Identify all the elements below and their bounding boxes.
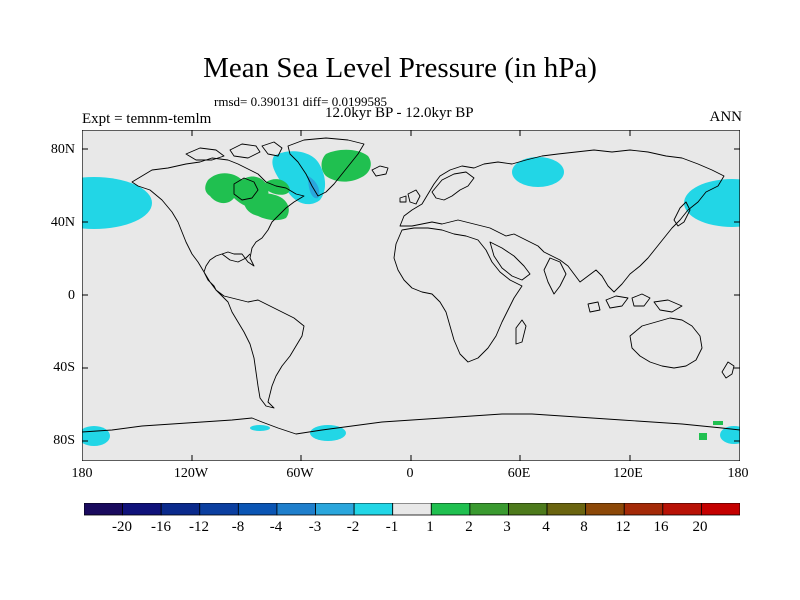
colorbar-swatch [237, 503, 278, 516]
colorbar-label: -16 [151, 519, 171, 535]
barents-low [512, 157, 564, 187]
coastline-south-america [215, 289, 305, 409]
antarctic-low-east [720, 426, 740, 444]
map-title: Mean Sea Level Pressure (in hPa) [203, 52, 597, 84]
coastline-new-zealand [721, 361, 735, 379]
colorbar-label: 8 [580, 519, 588, 535]
coastline-hudson-bay [233, 177, 259, 201]
season-label: ANN [709, 109, 743, 125]
lon-label-120e: 120E [613, 466, 643, 481]
ross-sea-high [699, 433, 707, 440]
coastline-madagascar [515, 319, 527, 345]
period-label: 12.0kyr BP - 12.0kyr BP [325, 105, 474, 121]
lat-ticks [82, 148, 740, 442]
coastline-arctic-islands [185, 141, 283, 161]
lon-label-180w: 180 [71, 466, 93, 481]
colorbar [84, 503, 740, 516]
colorbar-label: -2 [346, 519, 360, 535]
victoria-land-high [713, 421, 723, 425]
colorbar-swatch [84, 503, 123, 516]
colorbar-swatch [199, 503, 239, 516]
colorbar-label: 20 [692, 519, 708, 535]
colorbar-label: -3 [308, 519, 322, 535]
iceland-high [321, 149, 371, 182]
colorbar-label: 4 [542, 519, 550, 535]
colorbar-label: 12 [615, 519, 631, 535]
coastline-australia [629, 317, 703, 369]
colorbar-swatch [392, 503, 432, 516]
colorbar-swatch [315, 503, 355, 516]
great-lakes-high [243, 193, 289, 221]
coastline-antarctica [82, 413, 740, 435]
lat-label-40s: 40S [53, 360, 75, 375]
colorbar-label: -8 [231, 519, 245, 535]
colorbar-swatch [508, 503, 548, 516]
colorbar-label: 3 [503, 519, 511, 535]
coastline-africa [393, 227, 523, 363]
colorbar-swatch [701, 503, 740, 516]
lon-label-180e: 180 [727, 466, 749, 481]
lon-label-60e: 60E [507, 466, 531, 481]
colorbar-label: -4 [269, 519, 283, 535]
colorbar-label: -20 [112, 519, 132, 535]
colorbar-swatch [623, 503, 664, 516]
colorbar-label: 1 [426, 519, 434, 535]
colorbar-label: 16 [653, 519, 669, 535]
north-pacific-low-west [82, 177, 152, 229]
lon-label-120w: 120W [173, 466, 209, 481]
antarctic-peninsula-low [250, 425, 270, 431]
lon-label-0: 0 [406, 466, 414, 481]
lat-label-0: 0 [68, 288, 75, 303]
colorbar-swatch [469, 503, 509, 516]
coastline-scandinavia [431, 171, 475, 201]
colorbar-swatch [546, 503, 587, 516]
lon-ticks [191, 130, 631, 461]
colorbar-swatch [276, 503, 316, 516]
lat-label-40n: 40N [50, 215, 75, 230]
colorbar-label: -12 [189, 519, 209, 535]
experiment-label: Expt = temnm-temlm [82, 111, 212, 127]
colorbar-swatch [122, 503, 162, 516]
rmsd-diff-stats: rmsd= 0.390131 diff= 0.0199585 [214, 94, 387, 109]
lat-label-80n: 80N [50, 142, 75, 157]
coastlines [82, 137, 740, 435]
lat-label-80s: 80S [53, 433, 75, 448]
weddell-low [310, 425, 346, 441]
colorbar-swatch [585, 503, 625, 516]
coastline-greenland [287, 137, 365, 197]
map-background [82, 130, 740, 461]
colorbar-swatch [662, 503, 702, 516]
coastline-japan [673, 201, 691, 227]
lon-label-60w: 60W [286, 466, 314, 481]
colorbar-swatch [353, 503, 394, 516]
colorbar-label: -1 [385, 519, 399, 535]
coastline-iceland [371, 165, 389, 177]
colorbar-swatch [430, 503, 471, 516]
world-map [82, 130, 740, 461]
coastline-gulf-of-mexico [221, 253, 251, 263]
coastline-eurasia [399, 149, 725, 293]
colorbar-label: 2 [465, 519, 473, 535]
colorbar-swatch [160, 503, 201, 516]
coastline-north-america [131, 157, 305, 291]
north-pacific-low-east [684, 179, 740, 227]
coastline-arabia-india [489, 241, 567, 295]
coastline-maritime-continent [587, 293, 683, 313]
labrador-high [265, 179, 290, 195]
coastline-british-isles [399, 189, 421, 205]
